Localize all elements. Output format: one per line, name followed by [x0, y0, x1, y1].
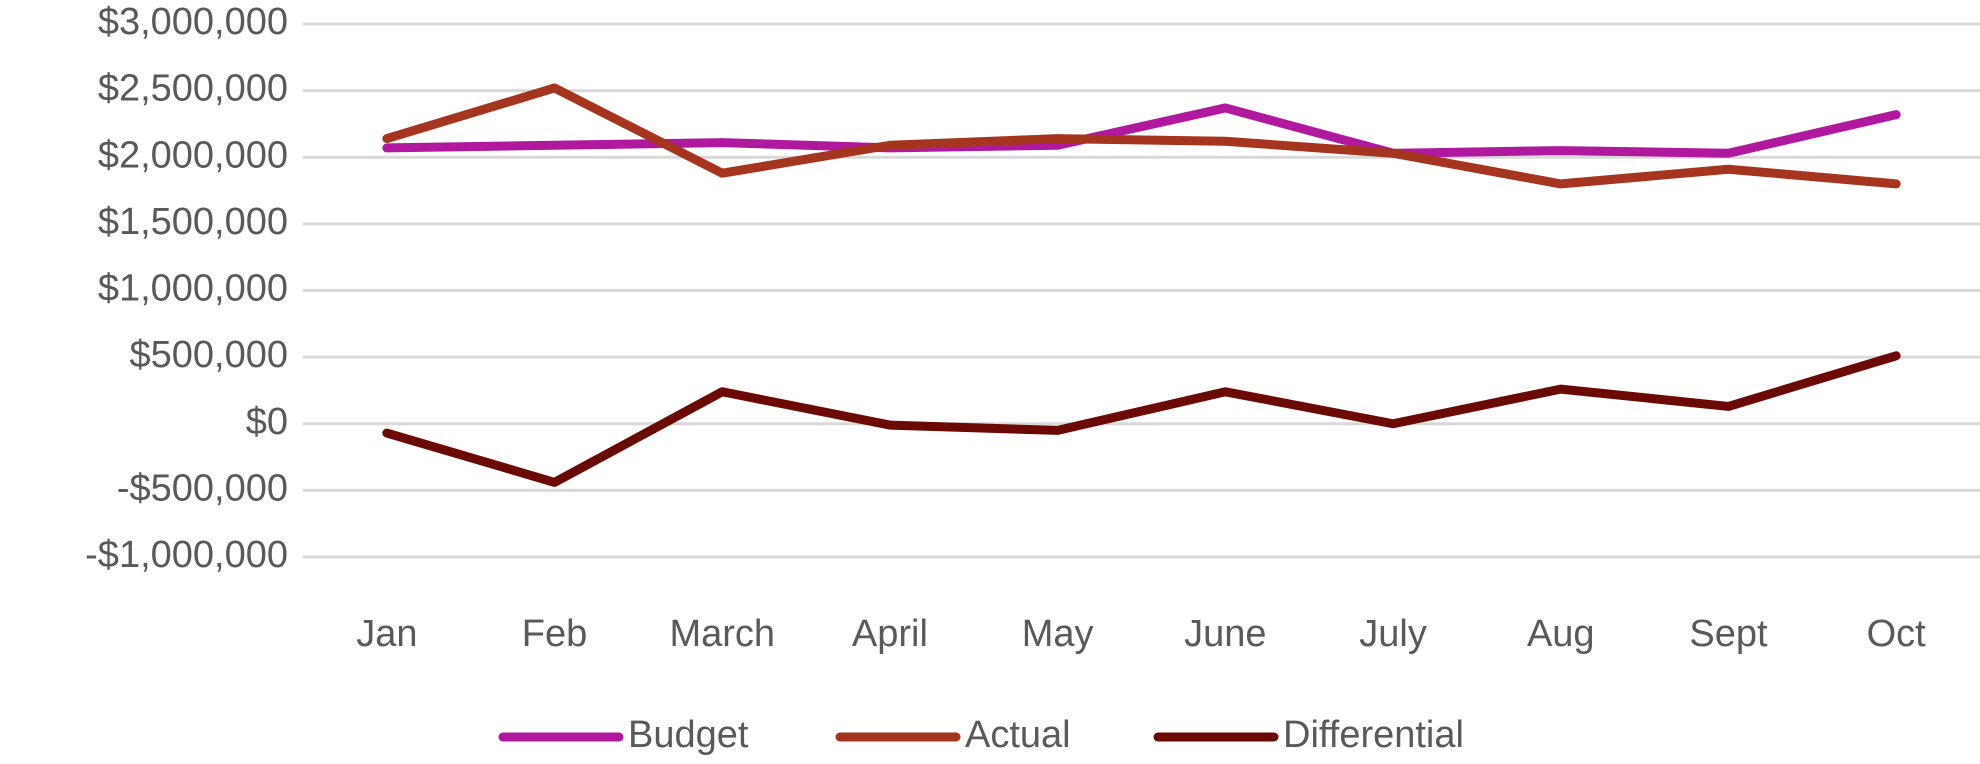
- series-line: [382, 83, 1901, 189]
- y-tick-label: $500,000: [130, 334, 289, 376]
- x-tick-label: Jan: [356, 613, 417, 655]
- y-tick-label: $2,000,000: [98, 134, 288, 176]
- y-tick-label: $1,000,000: [98, 268, 288, 310]
- legend-label: Budget: [628, 714, 749, 756]
- series-line: [382, 351, 1901, 487]
- legend-label: Differential: [1283, 714, 1464, 756]
- y-tick-label: -$500,000: [117, 467, 288, 509]
- legend-label: Actual: [965, 714, 1071, 756]
- y-tick-label: $1,500,000: [98, 201, 288, 243]
- x-tick-label: Oct: [1867, 613, 1927, 655]
- y-tick-label: $3,000,000: [98, 1, 288, 43]
- x-tick-label: Aug: [1527, 613, 1595, 655]
- x-tick-label: May: [1022, 613, 1094, 655]
- y-tick-label: $0: [246, 401, 288, 443]
- x-tick-label: March: [669, 613, 775, 655]
- x-tick-label: Sept: [1689, 613, 1768, 655]
- x-tick-label: July: [1359, 613, 1427, 655]
- x-tick-label: June: [1184, 613, 1266, 655]
- series-line: [382, 103, 1901, 158]
- x-tick-label: Feb: [522, 613, 587, 655]
- y-tick-label: -$1,000,000: [85, 534, 288, 576]
- y-tick-label: $2,500,000: [98, 68, 288, 110]
- x-tick-label: April: [852, 613, 928, 655]
